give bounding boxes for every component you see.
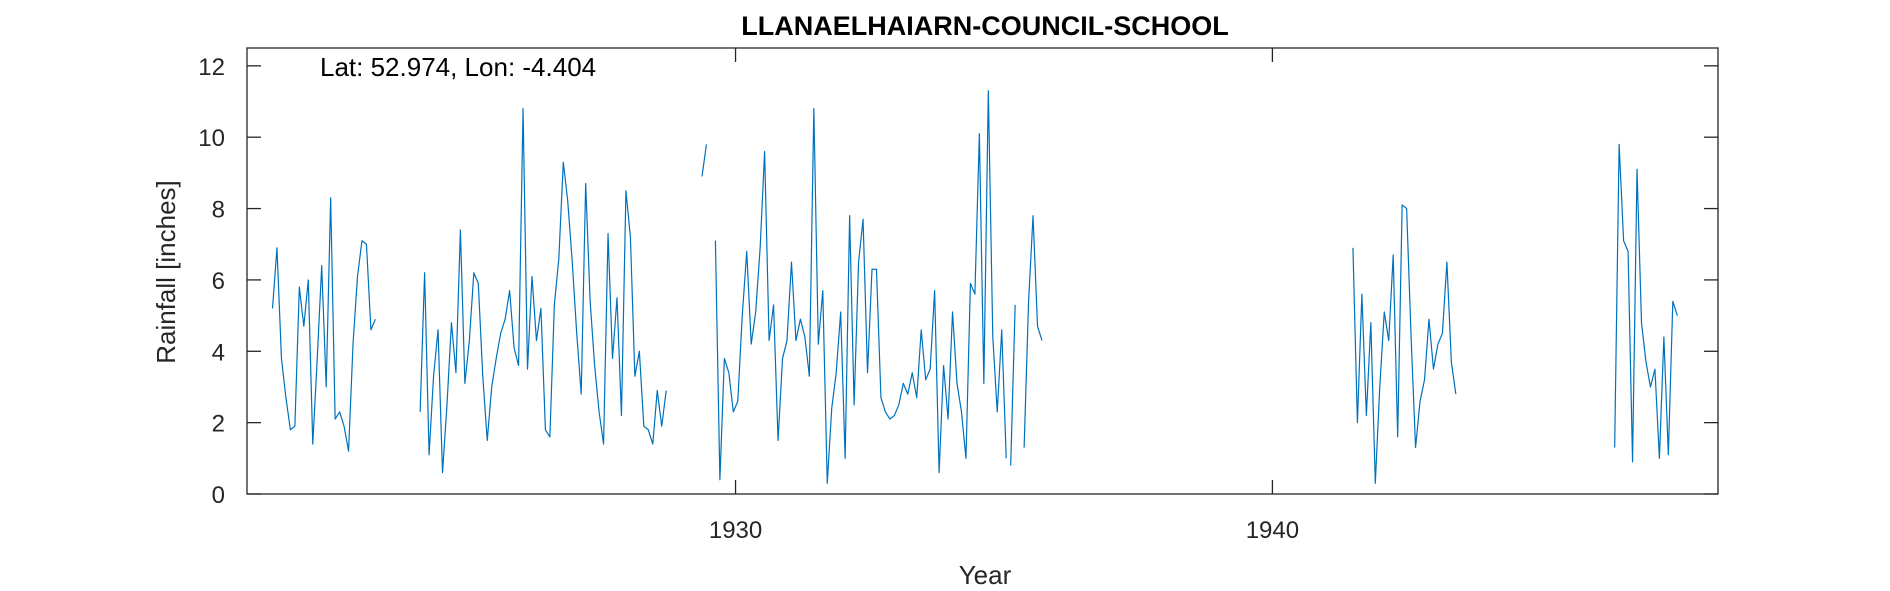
rainfall-line-segment	[1023, 215, 1043, 448]
plot-box	[246, 47, 1719, 495]
rainfall-line-segment	[714, 90, 1007, 484]
y-tick-label: 10	[198, 125, 225, 152]
y-tick-label: 12	[198, 54, 225, 81]
x-tick-label: 1930	[709, 517, 762, 544]
ticks-layer: 0 2 4 6 8 10 12 1930 1940	[198, 48, 1718, 544]
y-tick-label: 2	[212, 411, 225, 438]
location-annotation: Lat: 52.974, Lon: -4.404	[320, 52, 596, 82]
rainfall-line-segment	[419, 108, 667, 474]
x-axis-label: Year	[959, 560, 1012, 590]
y-axis-label: Rainfall [inches]	[151, 180, 181, 364]
x-tick-label: 1940	[1246, 517, 1299, 544]
y-tick-label: 8	[212, 197, 225, 224]
y-tick-label: 4	[212, 339, 225, 366]
rainfall-line-segment	[271, 197, 376, 452]
rainfall-line-segment	[1010, 304, 1016, 466]
chart-title: LLANAELHAIARN-COUNCIL-SCHOOL	[741, 11, 1228, 41]
rainfall-line-segment	[1352, 204, 1457, 484]
series-layer	[271, 90, 1678, 484]
plot-frame	[246, 47, 1719, 495]
y-tick-label: 6	[212, 268, 225, 295]
rainfall-line-segment	[701, 144, 708, 177]
y-tick-label: 0	[212, 482, 225, 509]
rainfall-line-segment	[1614, 143, 1678, 463]
